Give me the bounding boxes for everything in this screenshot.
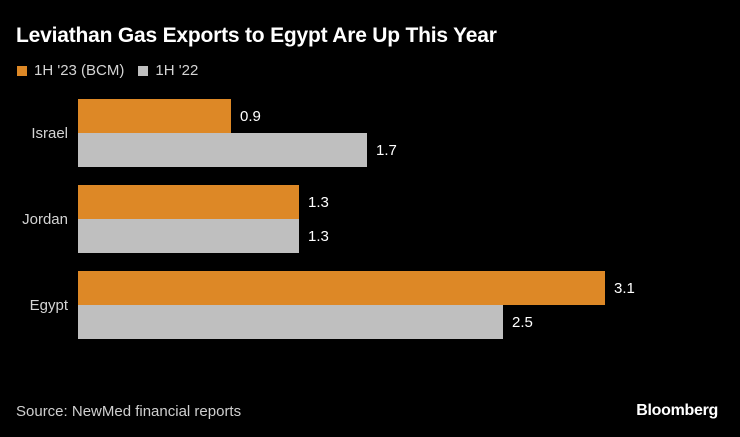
bar-jordan-1h-23-bcm [78,185,299,219]
legend-item-1h22: 1H '22 [138,62,198,79]
data-label-jordan-1h-23-bcm: 1.3 [308,194,329,211]
legend-swatch-1h23 [17,65,27,76]
data-label-egypt-1h-22: 2.5 [512,314,533,331]
bar-israel-1h-23-bcm [78,99,231,133]
data-label-israel-1h-23-bcm: 0.9 [240,108,261,125]
bar-egypt-1h-23-bcm [78,271,605,305]
legend: 1H '23 (BCM) 1H '22 [17,62,212,79]
legend-label-1h22: 1H '22 [155,62,199,79]
legend-label-1h23: 1H '23 (BCM) [34,62,125,79]
chart-title: Leviathan Gas Exports to Egypt Are Up Th… [16,24,497,47]
bloomberg-logo: Bloomberg [636,402,718,419]
source-note: Source: NewMed financial reports [16,403,242,420]
data-label-jordan-1h-22: 1.3 [308,228,329,245]
data-label-israel-1h-22: 1.7 [376,142,397,159]
bar-jordan-1h-22 [78,219,299,253]
legend-item-1h23: 1H '23 (BCM) [17,62,124,79]
category-label-egypt: Egypt [30,297,69,314]
bar-israel-1h-22 [78,133,367,167]
data-label-egypt-1h-23-bcm: 3.1 [614,280,635,297]
category-label-jordan: Jordan [22,211,68,228]
category-label-israel: Israel [31,125,68,142]
bar-egypt-1h-22 [78,305,503,339]
legend-swatch-1h22 [138,65,149,76]
